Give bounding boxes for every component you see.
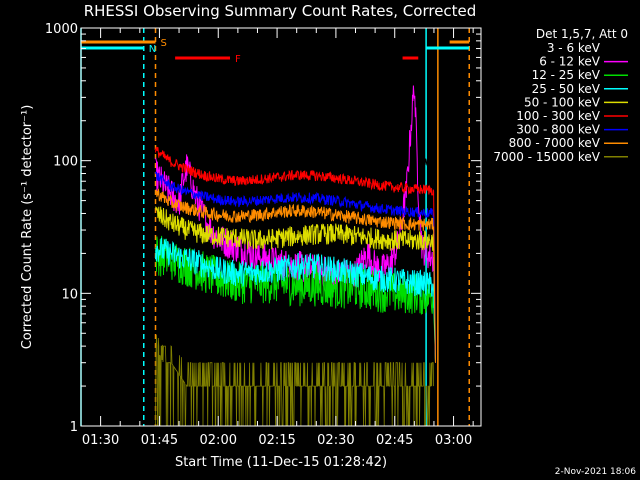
flag-bar-segment bbox=[449, 40, 470, 44]
flag-bar-segment bbox=[402, 56, 419, 60]
legend-entry-label: 50 - 100 keV bbox=[524, 95, 601, 109]
flag-bar-segment bbox=[175, 56, 231, 60]
legend-entry-label: 800 - 7000 keV bbox=[509, 136, 601, 150]
y-tick-label: 100 bbox=[53, 155, 78, 170]
legend-entry-label: 300 - 800 keV bbox=[516, 123, 600, 137]
x-axis-ticks: 01:30 01:45 02:00 02:15 02:30 02:45 03:00 bbox=[80, 28, 474, 448]
series-line bbox=[155, 85, 436, 363]
flag-bar-segment bbox=[81, 40, 156, 44]
y-axis-label: Corrected Count Rate (s⁻¹ detector⁻¹) bbox=[20, 105, 35, 350]
legend-entry-label: 6 - 12 keV bbox=[539, 55, 601, 69]
flag-label: N bbox=[149, 44, 156, 55]
x-tick-label: 01:45 bbox=[141, 433, 178, 448]
flag-bars: SN F bbox=[81, 38, 470, 65]
series-line bbox=[155, 235, 436, 363]
series-line bbox=[155, 188, 436, 363]
chart-title: RHESSI Observing Summary Count Rates, Co… bbox=[84, 2, 477, 20]
series-line bbox=[155, 206, 436, 363]
series-lines bbox=[155, 81, 436, 426]
plot-frame bbox=[80, 27, 482, 427]
series-line bbox=[155, 146, 436, 363]
series-line bbox=[155, 334, 434, 426]
series-line bbox=[155, 237, 436, 363]
legend-entry-label: 7000 - 15000 keV bbox=[493, 150, 600, 164]
legend-entry-label: 12 - 25 keV bbox=[532, 68, 601, 82]
x-axis-label: Start Time (11-Dec-15 01:28:42) bbox=[175, 455, 387, 470]
x-tick-label: 02:45 bbox=[376, 433, 413, 448]
series-line bbox=[155, 171, 436, 363]
footer-timestamp: 2-Nov-2021 18:06 bbox=[555, 467, 637, 477]
legend-entry-label: 25 - 50 keV bbox=[532, 82, 601, 96]
x-tick-label: 03:00 bbox=[435, 433, 472, 448]
legend-header: Det 1,5,7, Att 0 bbox=[536, 27, 628, 41]
y-tick-label: 1000 bbox=[45, 22, 78, 37]
legend-entry-label: 100 - 300 keV bbox=[516, 109, 600, 123]
flag-label: F bbox=[235, 54, 241, 65]
series-line bbox=[155, 81, 436, 363]
x-tick-label: 02:15 bbox=[258, 433, 295, 448]
x-tick-label: 02:30 bbox=[317, 433, 354, 448]
flag-bar-segment bbox=[426, 46, 470, 50]
y-axis-ticks: 1 10 100 1000 bbox=[45, 22, 481, 435]
x-tick-label: 01:30 bbox=[82, 433, 119, 448]
y-tick-label: 10 bbox=[61, 287, 78, 302]
x-tick-label: 02:00 bbox=[200, 433, 237, 448]
flag-label: S bbox=[161, 38, 167, 49]
legend-entry-label: 3 - 6 keV bbox=[547, 41, 601, 55]
flag-bar-segment bbox=[81, 46, 144, 50]
y-tick-label: 1 bbox=[70, 420, 78, 435]
